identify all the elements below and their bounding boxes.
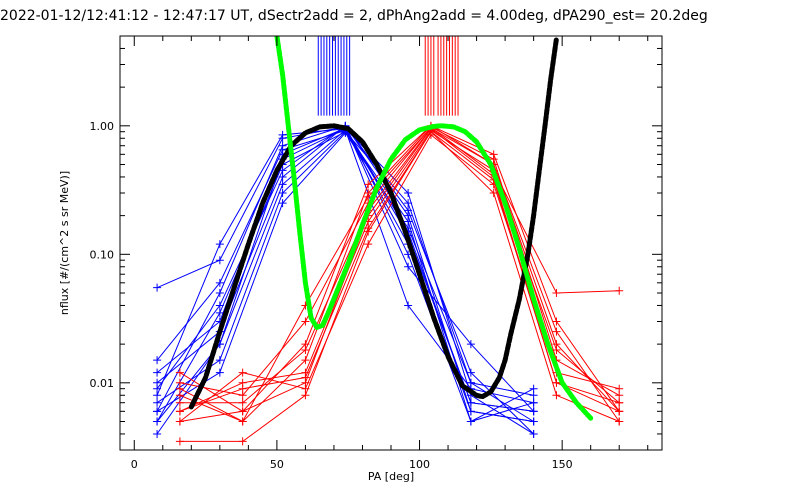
data-point-blue [404, 262, 413, 271]
series-line-blue [156, 125, 534, 435]
data-point-blue [466, 368, 475, 377]
data-point-red [175, 368, 184, 377]
data-point-red [552, 391, 561, 400]
data-point-blue [529, 429, 538, 438]
series-line-red [179, 126, 620, 423]
data-point-blue [153, 356, 162, 365]
x-tick-label: 100 [409, 458, 430, 471]
y-tick-label: 0.01 [90, 377, 115, 390]
axes-layer: 0 50 100 150 0.01 0.10 1.00 [90, 35, 663, 471]
data-point-red [238, 398, 247, 407]
data-point-red [238, 368, 247, 377]
data-point-blue [278, 180, 287, 189]
data-point-blue [404, 301, 413, 310]
x-tick-label: 150 [552, 458, 573, 471]
series-red-19 [175, 124, 624, 426]
series-layer [153, 36, 624, 446]
data-point-blue [215, 301, 224, 310]
vertical-markers-blue [317, 36, 351, 116]
series-green-23 [274, 36, 594, 421]
data-point-blue [278, 189, 287, 198]
data-point-red [364, 240, 373, 249]
data-point-red [552, 288, 561, 297]
data-point-blue [153, 417, 162, 426]
data-point-red [301, 317, 310, 326]
data-point-red [615, 384, 624, 393]
data-point-blue [466, 398, 475, 407]
data-point-blue [153, 384, 162, 393]
data-point-red [301, 373, 310, 382]
data-point-red [552, 378, 561, 387]
series-line-red [179, 125, 620, 412]
data-point-red [301, 346, 310, 355]
data-point-blue [404, 206, 413, 215]
series-line-red [179, 127, 620, 422]
data-point-red [364, 180, 373, 189]
data-point-red [175, 417, 184, 426]
series-line-red [179, 127, 620, 422]
data-point-blue [215, 288, 224, 297]
data-point-blue [153, 398, 162, 407]
data-point-blue [529, 398, 538, 407]
data-point-blue [153, 407, 162, 416]
data-point-blue [215, 368, 224, 377]
data-point-red [238, 417, 247, 426]
y-tick-label: 1.00 [90, 120, 115, 133]
data-point-red [364, 224, 373, 233]
series-line-red [179, 130, 620, 412]
vertical-markers-red [424, 36, 459, 116]
x-tick-label: 50 [270, 458, 284, 471]
data-point-red [615, 407, 624, 416]
data-point-blue [466, 340, 475, 349]
data-point-red [301, 356, 310, 365]
data-point-red [552, 327, 561, 336]
x-axis-label: PA [deg] [368, 470, 414, 483]
chart-title: 2022-01-12/12:41:12 - 12:47:17 UT, dSect… [0, 8, 708, 24]
data-point-red [238, 437, 247, 446]
data-point-blue [153, 283, 162, 292]
data-point-blue [529, 417, 538, 426]
data-point-blue [278, 199, 287, 208]
data-point-blue [278, 134, 287, 143]
fit-curve-green [274, 36, 594, 421]
data-point-red [615, 398, 624, 407]
data-point-red [615, 417, 624, 426]
x-tick-label: 0 [131, 458, 138, 471]
vertical-marker-layer [317, 36, 459, 116]
data-point-blue [404, 189, 413, 198]
data-point-red [552, 317, 561, 326]
series-line-red [179, 125, 620, 423]
data-point-red [175, 407, 184, 416]
data-point-red [301, 384, 310, 393]
data-point-blue [529, 407, 538, 416]
data-point-blue [278, 166, 287, 175]
data-point-blue [215, 356, 224, 365]
data-point-blue [466, 417, 475, 426]
y-axis-label: nflux [#/(cm^2 s sr MeV)] [58, 171, 71, 315]
data-point-blue [153, 368, 162, 377]
data-point-red [175, 384, 184, 393]
data-point-red [238, 407, 247, 416]
data-point-red [615, 286, 624, 295]
data-point-red [489, 150, 498, 159]
data-point-red [552, 346, 561, 355]
data-point-blue [529, 384, 538, 393]
data-point-red [175, 398, 184, 407]
data-point-blue [215, 278, 224, 287]
y-tick-label: 0.10 [90, 248, 115, 261]
series-line-red [179, 129, 620, 412]
data-point-red [238, 384, 247, 393]
data-point-blue [153, 429, 162, 438]
data-point-red [175, 437, 184, 446]
data-point-blue [215, 256, 224, 265]
series-line-red [179, 130, 620, 442]
series-line-red [179, 126, 620, 396]
data-point-blue [215, 240, 224, 249]
